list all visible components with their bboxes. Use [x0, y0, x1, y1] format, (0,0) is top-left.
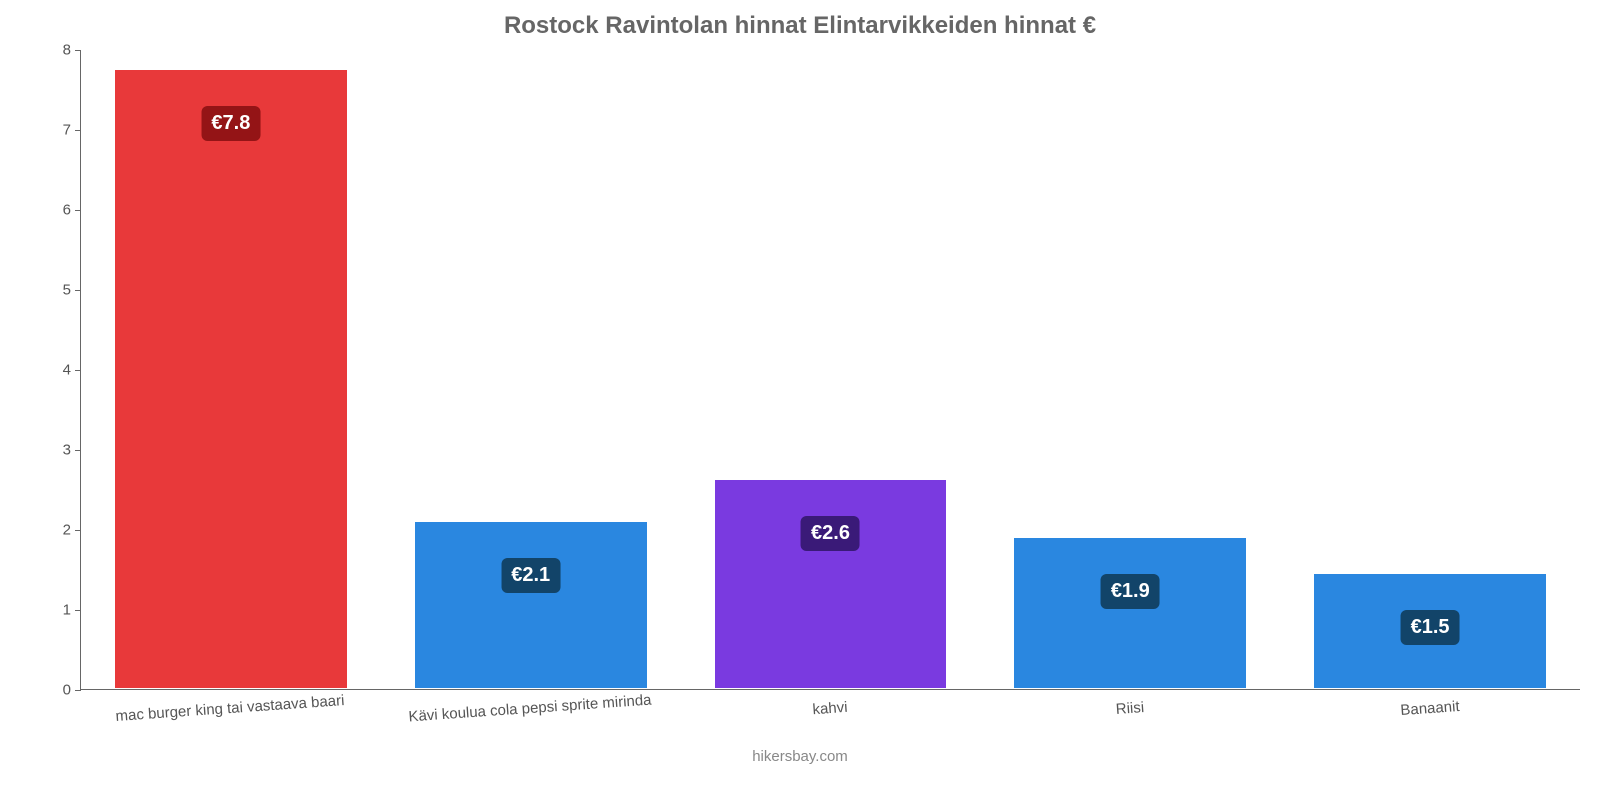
- y-tick-label: 4: [63, 362, 81, 379]
- x-axis-label: kahvi: [680, 690, 980, 728]
- y-tick-label: 2: [63, 522, 81, 539]
- y-tick-label: 0: [63, 682, 81, 699]
- y-tick-label: 6: [63, 202, 81, 219]
- y-tick-label: 3: [63, 442, 81, 459]
- bar: €7.8: [114, 69, 348, 689]
- x-axis-label: mac burger king tai vastaava baari: [80, 690, 380, 728]
- chart-title: Rostock Ravintolan hinnat Elintarvikkeid…: [0, 12, 1600, 40]
- x-axis-label: Banaanit: [1280, 690, 1580, 728]
- y-tick-label: 8: [63, 42, 81, 59]
- bar-slot: €2.6: [681, 50, 981, 689]
- bar-value-label: €7.8: [201, 106, 260, 141]
- bar: €1.9: [1013, 537, 1247, 689]
- bar-value-label: €2.1: [501, 558, 560, 593]
- bar: €1.5: [1313, 573, 1547, 689]
- bar-slot: €1.9: [980, 50, 1280, 689]
- x-axis-label: Riisi: [980, 690, 1280, 728]
- bar-value-label: €2.6: [801, 516, 860, 551]
- bar-value-label: €1.5: [1401, 610, 1460, 645]
- bar: €2.1: [414, 521, 648, 689]
- bar-slot: €2.1: [381, 50, 681, 689]
- bar-value-label: €1.9: [1101, 574, 1160, 609]
- y-tick-label: 1: [63, 602, 81, 619]
- bar-slot: €1.5: [1280, 50, 1580, 689]
- y-tick-label: 5: [63, 282, 81, 299]
- plot-area: €7.8€2.1€2.6€1.9€1.5 012345678: [80, 50, 1580, 690]
- bar-slot: €7.8: [81, 50, 381, 689]
- bar: €2.6: [714, 479, 948, 689]
- y-tick-label: 7: [63, 122, 81, 139]
- x-axis-label: Kävi koulua cola pepsi sprite mirinda: [380, 690, 680, 728]
- bars-container: €7.8 €2.1 €2.6 €1.9 €1.5: [81, 50, 1580, 689]
- x-axis-labels: mac burger king tai vastaava baariKävi k…: [80, 700, 1580, 717]
- credit-text: hikersbay.com: [0, 748, 1600, 765]
